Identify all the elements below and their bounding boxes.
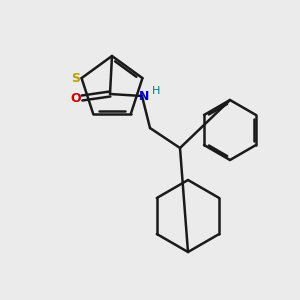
Text: H: H — [152, 86, 160, 96]
Text: N: N — [139, 89, 149, 103]
Text: S: S — [71, 72, 80, 85]
Text: O: O — [71, 92, 81, 104]
